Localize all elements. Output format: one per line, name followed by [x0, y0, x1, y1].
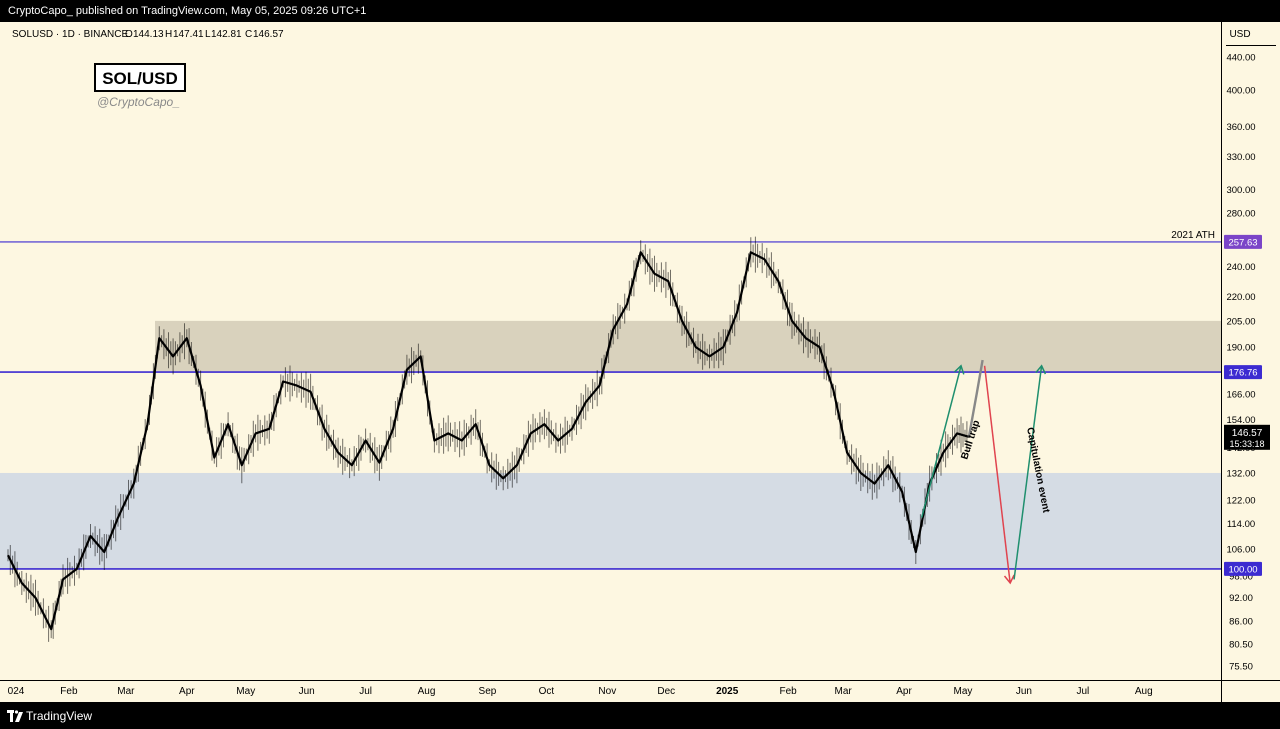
tradingview-footer: TradingView	[0, 702, 1280, 729]
level-note-ath: 2021 ATH	[1171, 230, 1215, 241]
watermark-handle: @CryptoCapo_	[97, 95, 180, 109]
time-tick-label: Jul	[1076, 686, 1089, 697]
current-price-value: 146.57	[1232, 428, 1263, 439]
ohlc-close-value: 146.57	[253, 29, 284, 40]
projection-arrows	[920, 364, 1047, 585]
watermark-title-box	[94, 63, 186, 92]
ohlc-low-label: L	[205, 29, 211, 40]
badge-level-100-text: 100.00	[1228, 564, 1257, 575]
time-tick-label: Apr	[179, 686, 195, 697]
price-tick-label: 114.00	[1227, 519, 1255, 530]
price-tick-label: 75.50	[1229, 662, 1253, 673]
symbol-name: SOLUSD · 1D · BINANCE	[12, 29, 128, 40]
ohlc-close-label: C	[245, 29, 252, 40]
currency-label: USD	[1229, 29, 1250, 40]
current-price-countdown: 15:33:18	[1229, 439, 1264, 449]
price-tick-label: 280.00	[1226, 209, 1255, 220]
level-lines: 2021 ATH	[0, 230, 1221, 570]
price-tick-label: 440.00	[1226, 53, 1255, 64]
price-tick-label: 154.00	[1226, 415, 1255, 426]
time-tick-label: Mar	[117, 686, 135, 697]
price-tick-label: 132.00	[1226, 468, 1255, 479]
time-tick-label: 2025	[716, 686, 739, 697]
price-tick-label: 122.00	[1226, 496, 1255, 507]
price-tick-label: 190.00	[1226, 343, 1255, 354]
time-tick-label: Mar	[835, 686, 853, 697]
price-series	[7, 236, 984, 642]
time-tick-label: Jun	[1016, 686, 1032, 697]
arrow-line-2	[983, 365, 1011, 584]
ohlc-open-label: O	[125, 29, 133, 40]
time-tick-label: Aug	[1135, 686, 1153, 697]
published-by-text: CryptoCapo_ published on TradingView.com…	[8, 5, 367, 17]
resistance-zone	[155, 320, 1221, 373]
badge-level-100-bg	[1224, 561, 1262, 576]
time-tick-label: Feb	[779, 686, 797, 697]
ohlc-high-value: 147.41	[173, 29, 204, 40]
badge-level-176-text: 176.76	[1228, 368, 1257, 379]
price-tick-label: 86.00	[1229, 617, 1253, 628]
publisher-header: CryptoCapo_ published on TradingView.com…	[0, 0, 1280, 22]
time-tick-label: Oct	[539, 686, 555, 697]
time-tick-label: Dec	[657, 686, 675, 697]
price-tick-label: 166.00	[1226, 389, 1255, 400]
time-axis[interactable]: 024 Feb Mar Apr May Jun Jul Aug Sep Oct Nov Dec 2025…	[8, 686, 1153, 697]
price-tick-label: 300.00	[1226, 185, 1255, 196]
price-tick-label: 205.00	[1226, 316, 1255, 327]
badge-ath-text: 257.63	[1228, 237, 1257, 248]
projection-line	[967, 359, 984, 438]
watermark-title: SOL/USD	[102, 69, 178, 88]
price-tick-label: 220.00	[1226, 292, 1255, 303]
tradingview-logo-icon	[7, 710, 23, 722]
price-tick-label: 400.00	[1226, 85, 1255, 96]
time-tick-label: May	[236, 686, 255, 697]
time-tick-label: Apr	[896, 686, 912, 697]
price-tick-label: 360.00	[1226, 122, 1255, 133]
time-tick-label: Jul	[359, 686, 372, 697]
arrow-head-2	[1003, 574, 1015, 585]
arrow-line-3	[1013, 365, 1043, 580]
price-tick-label: 80.50	[1229, 639, 1253, 650]
arrow-head-3	[1035, 364, 1047, 375]
tradingview-brand: TradingView	[26, 709, 93, 723]
time-tick-label: 024	[8, 686, 25, 697]
badge-level-176-bg	[1224, 365, 1262, 380]
arrow-head-1	[953, 364, 965, 375]
price-tick-label: 240.00	[1226, 262, 1255, 273]
ohlc-high-label: H	[165, 29, 172, 40]
price-tick-label: 330.00	[1226, 152, 1255, 163]
price-tick-label: 106.00	[1226, 544, 1255, 555]
badge-ath-bg	[1224, 234, 1262, 249]
price-tick-label: 98.00	[1229, 571, 1253, 582]
price-close-line	[7, 251, 970, 631]
arrow-line-1	[920, 365, 962, 518]
current-price-badge	[1224, 424, 1270, 450]
time-tick-label: May	[954, 686, 973, 697]
time-tick-label: Aug	[418, 686, 436, 697]
time-tick-label: Nov	[598, 686, 616, 697]
time-tick-label: Sep	[479, 686, 497, 697]
ohlc-low-value: 142.81	[211, 29, 242, 40]
ohlc-open-value: 144.13	[133, 29, 164, 40]
time-tick-label: Feb	[60, 686, 78, 697]
time-tick-label: Jun	[299, 686, 315, 697]
price-axis[interactable]: 75.50 80.50 86.00 92.00 98.00 106.00 114.00 122…	[1226, 53, 1255, 673]
price-tick-label: 92.00	[1229, 593, 1253, 604]
price-chart[interactable]: 2021 ATH Bull trap Capitulation event SOL…	[0, 22, 1280, 702]
